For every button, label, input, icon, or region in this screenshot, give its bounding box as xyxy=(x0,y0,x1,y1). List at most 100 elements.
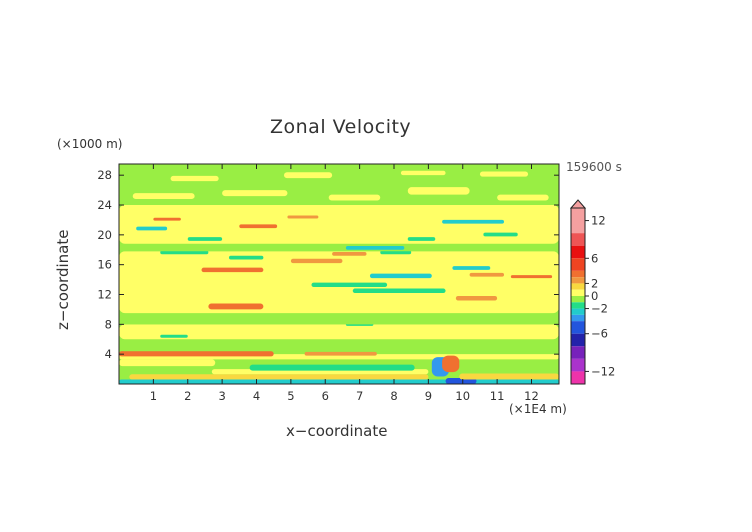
colorbar-arrow xyxy=(569,199,587,209)
heatmap-cell xyxy=(153,217,181,221)
heatmap-cell xyxy=(119,379,559,384)
heatmap-cell xyxy=(119,313,559,325)
heatmap-cell xyxy=(497,194,549,201)
heatmap-cell xyxy=(352,288,446,294)
y-tick-label: 16 xyxy=(97,258,112,272)
heatmap-cell xyxy=(452,266,491,270)
time-label: 159600 s xyxy=(566,160,622,174)
colorbar-band xyxy=(571,358,585,372)
heatmap-cell xyxy=(400,170,446,176)
heatmap-cell xyxy=(455,296,498,301)
heatmap-cell xyxy=(510,275,553,279)
heatmap-cell xyxy=(119,339,559,352)
heatmap-cell xyxy=(119,324,559,340)
colorbar-band xyxy=(571,258,585,271)
heatmap-cell xyxy=(407,187,470,195)
heatmap-cell xyxy=(136,226,168,231)
colorbar-band xyxy=(571,277,585,284)
colorbar-band xyxy=(571,208,585,234)
chart-title: Zonal Velocity xyxy=(270,116,412,138)
colorbar-band xyxy=(571,270,585,278)
colorbar-band xyxy=(571,283,585,290)
heatmap-cell xyxy=(160,250,209,255)
x-tick-label: 4 xyxy=(253,389,260,403)
plot-frame xyxy=(118,163,560,385)
y-tick-label: 12 xyxy=(97,288,112,302)
heatmap-cell xyxy=(201,267,264,273)
heatmap-cell xyxy=(119,251,559,314)
heatmap-cell xyxy=(469,272,504,277)
colorbar-band xyxy=(571,371,585,384)
x-tick-label: 5 xyxy=(287,389,294,403)
x-tick-label: 10 xyxy=(455,389,470,403)
heatmap-cell xyxy=(119,205,559,244)
heatmap-cell xyxy=(345,246,405,250)
colorbar-band xyxy=(571,233,585,246)
colorbar-tick-label: −2 xyxy=(591,302,608,316)
x-tick-label: 9 xyxy=(425,389,432,403)
colorbar-tick-label: 2 xyxy=(591,276,598,290)
x-tick-label: 3 xyxy=(218,389,225,403)
y-tick-label: 4 xyxy=(105,347,112,361)
heatmap-cell xyxy=(119,359,216,367)
heatmap-cell xyxy=(119,243,559,252)
colorbar-tick-label: −12 xyxy=(591,364,615,378)
colorbar-band xyxy=(571,245,585,259)
heatmap-cell xyxy=(290,258,343,264)
heatmap-cell xyxy=(304,351,377,356)
colorbar-band xyxy=(571,321,585,334)
x-axis-label: x−coordinate xyxy=(286,422,388,440)
heatmap-cell xyxy=(249,364,415,371)
colorbar-band xyxy=(571,314,585,322)
y-tick-label: 20 xyxy=(97,228,112,242)
x-axis-unit: (×1E4 m) xyxy=(509,402,567,416)
heatmap-cell xyxy=(132,193,195,200)
colorbar-tick-label: 0 xyxy=(591,289,598,303)
heatmap-cell xyxy=(129,374,429,380)
colorbar-band xyxy=(571,346,585,359)
heatmap-cell xyxy=(311,282,388,288)
heatmap-cell xyxy=(284,172,333,179)
heatmap-cell xyxy=(479,171,529,177)
x-tick-label: 11 xyxy=(490,389,505,403)
heatmap-cell xyxy=(459,373,559,380)
colorbar-band xyxy=(571,333,585,347)
colorbar-band xyxy=(571,308,585,315)
heatmap-field xyxy=(119,164,559,384)
heatmap-cell xyxy=(187,237,223,241)
x-tick-label: 8 xyxy=(390,389,397,403)
heatmap-cell xyxy=(287,215,319,219)
colorbar-band xyxy=(571,302,585,309)
heatmap-cell xyxy=(160,334,188,338)
x-tick-label: 7 xyxy=(356,389,363,403)
heatmap-cell xyxy=(239,224,278,229)
y-tick-label: 8 xyxy=(105,317,112,331)
heatmap-cell xyxy=(119,351,274,357)
x-tick-label: 6 xyxy=(322,389,329,403)
colorbar-tick-label: −6 xyxy=(591,327,608,341)
x-tick-label: 12 xyxy=(524,389,539,403)
heatmap-cell xyxy=(170,175,219,182)
heatmap-cell xyxy=(442,219,504,224)
colorbar: 12 6 20−2 −6 −12 xyxy=(569,199,615,385)
heatmap-cell xyxy=(208,303,264,310)
heatmap-cell xyxy=(483,232,518,237)
heatmap-cell xyxy=(369,273,432,279)
colorbar-tick-label: 6 xyxy=(591,251,598,265)
heatmap-cell xyxy=(328,194,381,201)
colorbar-tick-label: 12 xyxy=(591,214,606,228)
y-axis-unit: (×1000 m) xyxy=(57,137,123,151)
heatmap-cell xyxy=(380,250,412,255)
colorbar-band xyxy=(571,296,585,303)
heatmap-cell xyxy=(442,355,460,373)
y-tick-label: 28 xyxy=(97,168,112,182)
x-tick-label: 2 xyxy=(184,389,191,403)
heatmap-cell xyxy=(332,252,367,256)
heatmap-cell xyxy=(229,255,264,260)
y-tick-label: 24 xyxy=(97,198,112,212)
colorbar-band xyxy=(571,289,585,296)
heatmap-cell xyxy=(407,237,436,241)
heatmap-cell xyxy=(222,190,288,197)
x-tick-label: 1 xyxy=(150,389,157,403)
